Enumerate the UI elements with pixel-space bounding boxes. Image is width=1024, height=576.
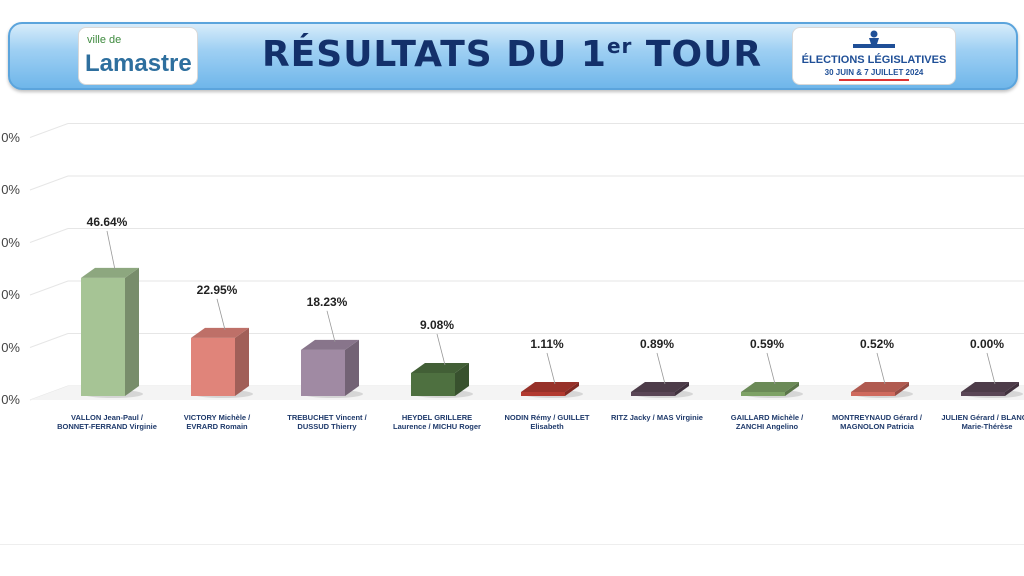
category-label: VICTORY Michèle / EVRARD Romain: [183, 413, 251, 431]
lamastre-logo: ville de Lamastre: [78, 27, 198, 85]
gridline-depth: [29, 280, 69, 296]
bar-side: [235, 327, 249, 396]
y-tick-label: 0%: [1, 392, 20, 407]
data-label: 18.23%: [306, 294, 348, 309]
logo-left-name: Lamastre: [85, 50, 192, 77]
bar: [521, 392, 565, 396]
bar-top: [411, 362, 469, 373]
bar-side: [455, 362, 469, 396]
bar-side: [565, 382, 579, 396]
y-tick-label: 0%: [1, 234, 20, 250]
value-leader-line: [876, 352, 886, 385]
gridline-depth: [29, 333, 69, 348]
y-tick-label: 0%: [1, 339, 20, 355]
category-label: HEYDEL GRILLERE Laurence / MICHU Roger: [393, 413, 481, 431]
gridline-depth: [29, 123, 69, 138]
bar-top: [191, 327, 249, 338]
bar: [191, 337, 235, 396]
bar-top: [961, 382, 1019, 392]
bar-top: [851, 382, 909, 392]
bar-side: [1005, 382, 1019, 396]
bar-top: [301, 339, 359, 350]
y-tick-label: 0%: [1, 129, 20, 145]
bar: [851, 392, 895, 396]
value-leader-line: [436, 333, 446, 366]
bar-side: [675, 382, 689, 396]
bar-top: [631, 382, 689, 392]
logo-right-subtitle: 30 JUIN & 7 JUILLET 2024: [824, 68, 924, 77]
bar: [631, 392, 675, 396]
value-leader-line: [216, 298, 226, 330]
bar-side: [125, 267, 139, 396]
category-label: RITZ Jacky / MAS Virginie: [611, 413, 703, 422]
bar-side: [345, 339, 359, 396]
voter-icon: [853, 30, 895, 48]
value-leader-line: [656, 352, 666, 385]
value-leader-line: [546, 352, 556, 385]
data-label: 46.64%: [86, 215, 128, 229]
data-label: 0.59%: [749, 337, 785, 351]
bar-top: [741, 382, 799, 392]
logo-left-small-text: ville de: [87, 34, 122, 46]
data-label: 0.89%: [639, 337, 675, 351]
bar: [81, 277, 125, 396]
page-title: RÉSULTATS DU 1er TOUR: [261, 34, 763, 75]
category-label: MONTREYNAUD Gérard / MAGNOLON Patricia: [831, 413, 922, 431]
bar-side: [895, 382, 909, 396]
logo-right-title: ÉLECTIONS LÉGISLATIVES: [801, 54, 947, 66]
category-label: GAILLARD Michèle / ZANCHI Angelino: [730, 413, 804, 431]
data-label: 0.00%: [969, 337, 1005, 351]
logo-right-line: [839, 79, 909, 81]
y-tick-label: 0%: [1, 287, 20, 302]
gridline-depth: [29, 228, 69, 243]
y-tick-label: 0%: [1, 182, 20, 197]
bar-top: [81, 267, 139, 278]
category-label: VALLON Jean-Paul / BONNET-FERRAND Virgin…: [57, 413, 157, 431]
footer-divider: [0, 544, 1024, 545]
data-label: 22.95%: [196, 282, 238, 297]
data-label: 9.08%: [419, 317, 455, 332]
gridline-depth: [29, 175, 69, 191]
bar-top: [521, 382, 579, 392]
category-label: NODIN Rémy / GUILLET Elisabeth: [504, 413, 590, 431]
bar: [961, 392, 1005, 396]
category-label: JULIEN Gérard / BLANCA Marie-Thérèse: [941, 413, 1024, 431]
data-label: 1.11%: [530, 337, 564, 351]
bar: [301, 349, 345, 396]
bar-side: [785, 382, 799, 396]
bar: [411, 372, 455, 396]
data-label: 0.52%: [859, 337, 895, 351]
elections-logo: ÉLECTIONS LÉGISLATIVES 30 JUIN & 7 JUILL…: [792, 27, 956, 85]
value-leader-line: [326, 310, 336, 342]
category-label: TREBUCHET Vincent / DUSSUD Thierry: [287, 413, 367, 431]
value-leader-line: [986, 352, 996, 385]
value-leader-line: [106, 230, 116, 270]
bar: [741, 392, 785, 396]
value-leader-line: [766, 352, 776, 385]
